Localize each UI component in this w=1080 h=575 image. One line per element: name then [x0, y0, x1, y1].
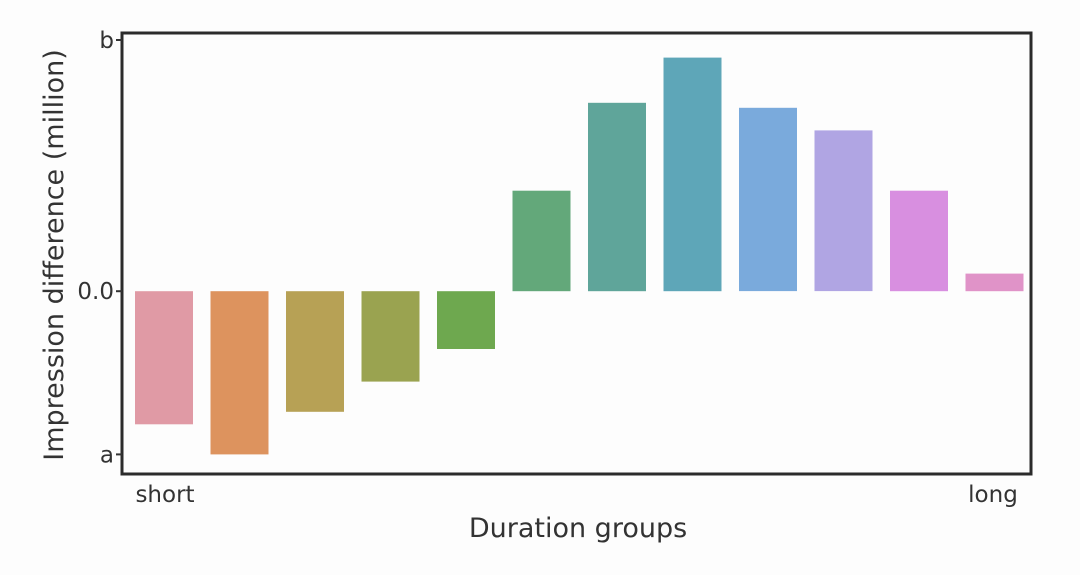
y-ticks-group: a 0.0 b — [77, 28, 122, 468]
bar-5 — [437, 291, 495, 349]
bar-4 — [361, 291, 420, 382]
x-tick-label-short: short — [135, 482, 194, 508]
x-axis-label: Duration groups — [469, 513, 687, 544]
bar-8 — [663, 57, 722, 292]
bar-1 — [135, 291, 193, 425]
bar-7 — [588, 102, 646, 292]
y-axis-label: Impression difference (million) — [39, 49, 70, 461]
bar-2 — [210, 291, 269, 455]
bars-group — [135, 57, 1024, 455]
bar-6 — [512, 190, 571, 292]
plot-frame — [120, 31, 1033, 476]
bar-12 — [965, 273, 1024, 292]
y-tick-label: a — [100, 442, 114, 468]
y-tick-label: b — [99, 28, 114, 54]
bar-11 — [890, 190, 948, 292]
y-tick-label: 0.0 — [77, 279, 114, 305]
bar-10 — [814, 130, 873, 292]
bar-9 — [739, 107, 797, 292]
x-tick-label-long: long — [968, 482, 1018, 508]
bar-3 — [286, 291, 344, 412]
